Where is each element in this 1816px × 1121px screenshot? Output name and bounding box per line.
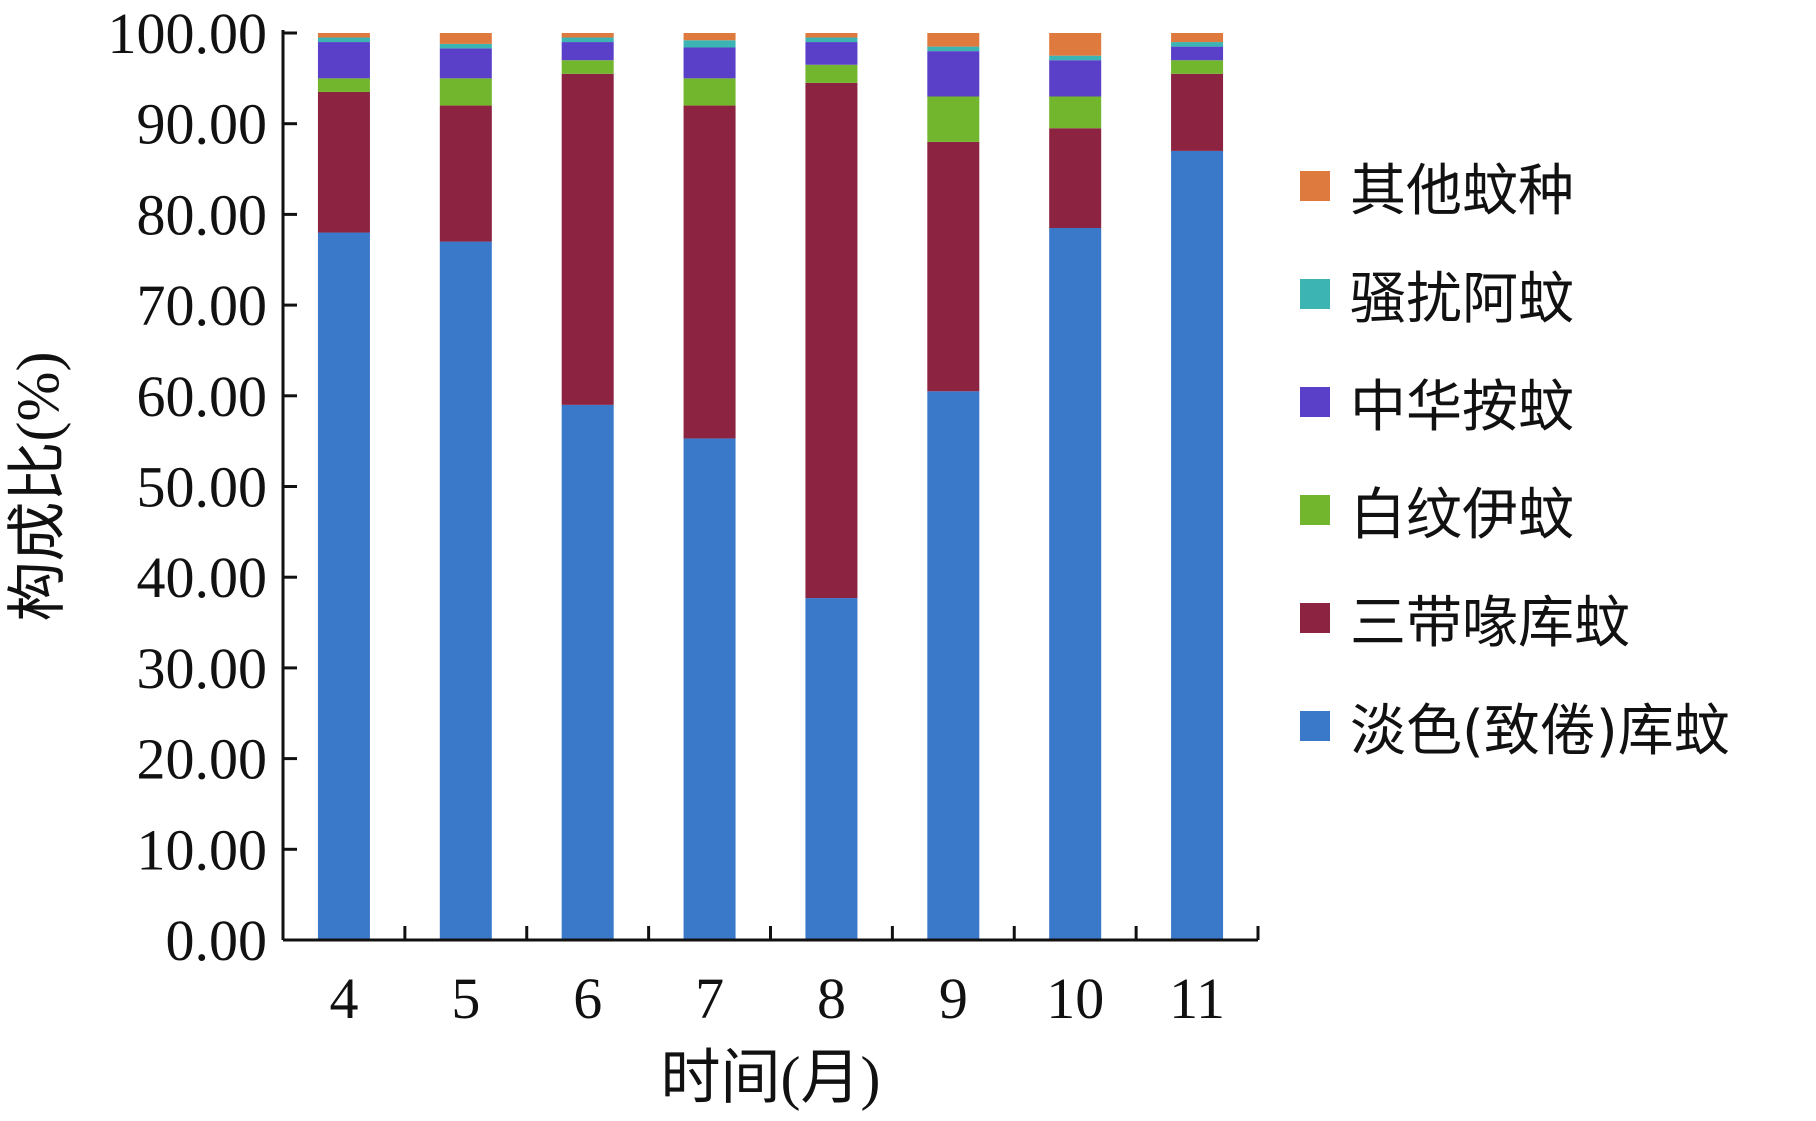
legend-item: 中华按蚊 [1300, 348, 1810, 456]
x-tick-label: 5 [451, 966, 480, 1031]
x-tick-label: 8 [817, 966, 846, 1031]
bar-segment-6-series-2 [561, 60, 614, 74]
bar-segment-6-series-0 [561, 404, 614, 940]
x-tick-label: 4 [329, 966, 358, 1031]
legend-label: 白纹伊蚊 [1350, 482, 1574, 548]
y-tick-label: 90.00 [137, 92, 268, 157]
legend-swatch [1300, 495, 1330, 525]
x-tick-label: 11 [1169, 966, 1225, 1031]
legend-label: 中华按蚊 [1350, 374, 1574, 440]
bar-segment-9-series-3 [927, 51, 980, 97]
bar-segment-11-series-0 [1171, 150, 1224, 940]
bar-segment-11-series-4 [1171, 42, 1224, 47]
legend-label: 其他蚊种 [1350, 158, 1574, 224]
y-tick-label: 0.00 [166, 908, 268, 973]
bar-segment-9-series-4 [927, 46, 980, 52]
y-tick-label: 40.00 [137, 545, 268, 610]
bar-segment-5-series-1 [439, 105, 492, 242]
bar-segment-7-series-0 [683, 438, 736, 940]
bar-segment-7-series-1 [683, 105, 736, 439]
y-tick-label: 20.00 [137, 727, 268, 792]
bar-segment-8-series-0 [805, 598, 858, 940]
x-tick-label: 10 [1046, 966, 1104, 1031]
bar-segment-7-series-2 [683, 78, 736, 106]
legend-swatch [1300, 603, 1330, 633]
y-tick-label: 30.00 [137, 636, 268, 701]
bar-segment-7-series-5 [683, 33, 736, 41]
bar-segment-9-series-5 [927, 33, 980, 47]
bar-segment-6-series-5 [561, 33, 614, 38]
bar-segment-11-series-3 [1171, 46, 1224, 61]
legend-swatch [1300, 279, 1330, 309]
legend-item: 骚扰阿蚊 [1300, 240, 1810, 348]
legend-swatch [1300, 387, 1330, 417]
bar-segment-10-series-4 [1049, 55, 1102, 61]
bar-segment-6-series-3 [561, 42, 614, 61]
bar-segment-7-series-4 [683, 40, 736, 48]
y-tick-label: 50.00 [137, 455, 268, 520]
x-axis-title: 时间(月) [661, 1045, 881, 1111]
y-tick-label: 70.00 [137, 273, 268, 338]
bar-segment-6-series-1 [561, 73, 614, 405]
bar-segment-11-series-1 [1171, 73, 1224, 151]
bar-segment-8-series-5 [805, 33, 858, 38]
bar-segment-5-series-0 [439, 241, 492, 941]
bar-segment-4-series-4 [317, 37, 370, 43]
bar-segment-5-series-4 [439, 43, 492, 49]
bar-segment-6-series-4 [561, 37, 614, 43]
axes-group [281, 30, 1258, 942]
bar-segment-11-series-2 [1171, 60, 1224, 74]
bar-segment-4-series-5 [317, 33, 370, 38]
bar-segment-8-series-2 [805, 64, 858, 83]
bar-segment-5-series-3 [439, 48, 492, 79]
bar-segment-9-series-2 [927, 96, 980, 142]
y-axis-title: 构成比(%) [5, 352, 71, 622]
legend-item: 淡色(致倦)库蚊 [1300, 672, 1810, 780]
x-tick-label: 9 [939, 966, 968, 1031]
legend-item: 白纹伊蚊 [1300, 456, 1810, 564]
bar-segment-4-series-1 [317, 91, 370, 233]
bar-segment-8-series-4 [805, 37, 858, 43]
legend-label: 淡色(致倦)库蚊 [1350, 698, 1730, 764]
bar-segment-5-series-5 [439, 33, 492, 44]
legend-label: 三带喙库蚊 [1350, 590, 1630, 656]
bar-segment-10-series-2 [1049, 96, 1102, 129]
bar-segment-11-series-5 [1171, 33, 1224, 43]
bars-group [317, 33, 1224, 941]
y-tick-label: 100.00 [108, 1, 268, 66]
legend: 其他蚊种骚扰阿蚊中华按蚊白纹伊蚊三带喙库蚊淡色(致倦)库蚊 [1300, 132, 1810, 780]
legend-swatch [1300, 171, 1330, 201]
bar-segment-4-series-3 [317, 42, 370, 79]
bar-segment-9-series-1 [927, 141, 980, 392]
bar-segment-5-series-2 [439, 78, 492, 106]
legend-item: 其他蚊种 [1300, 132, 1810, 240]
bar-segment-7-series-3 [683, 47, 736, 79]
bar-segment-8-series-1 [805, 82, 858, 599]
legend-swatch [1300, 711, 1330, 741]
x-tick-label: 7 [695, 966, 724, 1031]
legend-label: 骚扰阿蚊 [1350, 266, 1574, 332]
y-tick-label: 10.00 [137, 817, 268, 882]
bar-segment-4-series-0 [317, 232, 370, 941]
legend-item: 三带喙库蚊 [1300, 564, 1810, 672]
bar-segment-10-series-0 [1049, 228, 1102, 940]
y-tick-label: 80.00 [137, 182, 268, 247]
bar-segment-10-series-1 [1049, 128, 1102, 229]
bar-segment-8-series-3 [805, 42, 858, 65]
ticks-group: 0.00 10.00 20.00 30.00 40.00 50.00 60.00 70.00 8… [108, 1, 1260, 1031]
bar-segment-10-series-5 [1049, 33, 1102, 56]
bar-segment-10-series-3 [1049, 60, 1102, 97]
y-tick-label: 60.00 [137, 364, 268, 429]
x-tick-label: 6 [573, 966, 602, 1031]
bar-segment-9-series-0 [927, 391, 980, 940]
bar-segment-4-series-2 [317, 78, 370, 92]
